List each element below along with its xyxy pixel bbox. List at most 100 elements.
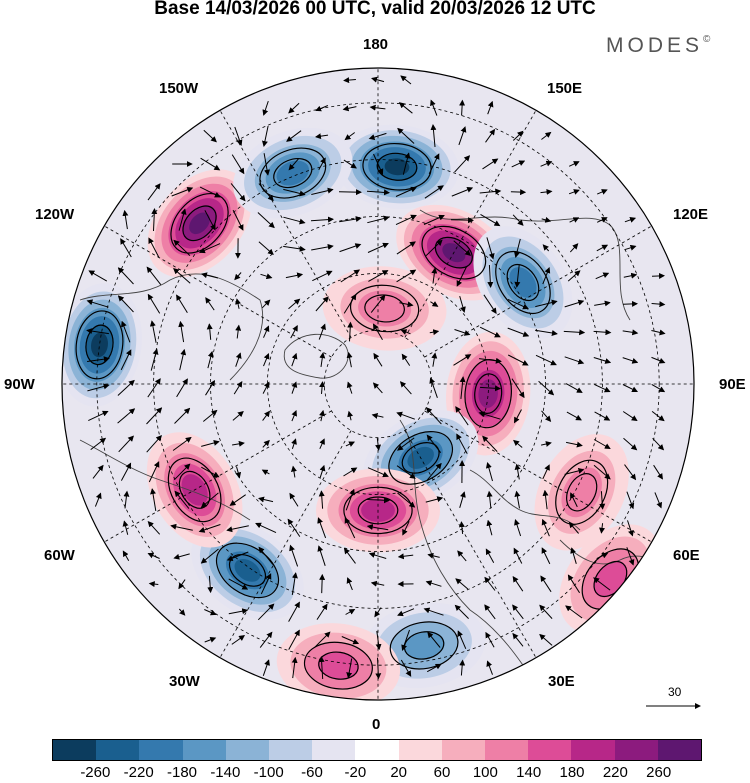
wind-arrow — [255, 522, 277, 534]
wind-arrow — [507, 298, 529, 310]
wind-arrow — [233, 381, 243, 395]
wind-arrow — [205, 297, 215, 311]
map-title: Base 14/03/2026 00 UTC, valid 20/03/2026… — [154, 0, 596, 19]
wind-arrow — [226, 551, 249, 561]
wind-arrow — [478, 411, 501, 420]
anomaly-shading — [189, 212, 210, 235]
wind-arrow — [507, 354, 529, 366]
wind-arrow — [651, 272, 665, 279]
meridian — [219, 430, 352, 658]
wind-arrow — [622, 357, 639, 364]
wind-arrow — [541, 131, 552, 140]
wind-arrow — [262, 659, 270, 676]
wind-arrow — [595, 272, 610, 280]
wind-arrow — [396, 465, 416, 479]
wind-arrow — [315, 296, 329, 312]
wind-arrow — [87, 356, 110, 363]
wind-arrow — [339, 216, 362, 223]
wind-arrow — [570, 492, 578, 508]
wind-arrow — [430, 99, 438, 116]
wind-arrow — [400, 329, 411, 335]
wind-arrow — [396, 269, 417, 283]
wind-arrow — [542, 266, 551, 285]
wind-arrow — [283, 216, 306, 225]
wind-arrow — [258, 241, 274, 255]
anomaly-contour — [273, 157, 313, 189]
wind-arrow — [318, 656, 325, 680]
wind-arrow — [232, 440, 245, 447]
wind-arrow — [479, 357, 502, 364]
wind-arrow — [343, 77, 356, 84]
wind-arrow — [201, 440, 220, 447]
wind-arrow — [599, 491, 606, 510]
wind-arrow — [564, 299, 585, 308]
wind-arrow — [624, 244, 637, 251]
wind-arrow — [147, 552, 160, 559]
colorbar-segment — [614, 740, 658, 760]
wind-arrow — [346, 381, 353, 394]
wind-arrow — [479, 188, 502, 195]
wind-arrow — [652, 437, 665, 451]
wind-arrow — [622, 411, 638, 422]
wind-arrow — [423, 607, 444, 616]
wind-arrow — [511, 378, 525, 399]
wind-arrow — [198, 243, 221, 254]
meridian — [404, 110, 537, 338]
wind-arrow — [176, 294, 188, 314]
wind-arrow — [319, 409, 325, 422]
wind-arrow — [291, 656, 298, 679]
wind-arrow — [283, 245, 306, 252]
wind-arrow — [457, 550, 467, 562]
map-boundary — [61, 67, 695, 701]
wind-arrow — [651, 329, 666, 336]
colorbar-segment — [53, 740, 97, 760]
wind-arrow — [426, 462, 442, 481]
wind-arrow — [366, 524, 389, 531]
wind-arrow — [596, 244, 609, 252]
wind-arrow — [456, 265, 468, 287]
wind-arrow — [486, 519, 493, 536]
lon-label-180: 180 — [363, 36, 389, 53]
meridian — [219, 110, 352, 338]
wind-arrow — [263, 325, 270, 338]
anomaly-shading — [276, 160, 310, 186]
wind-arrow — [486, 490, 493, 509]
wind-arrow — [343, 293, 357, 314]
colorbar-tick-label: -140 — [210, 764, 241, 781]
wind-arrow — [513, 547, 523, 564]
wind-arrow — [451, 186, 474, 197]
wind-arrow — [319, 381, 326, 394]
wind-arrow — [512, 130, 524, 141]
wind-arrow — [431, 352, 438, 367]
wind-arrow — [289, 492, 299, 507]
wind-arrow — [540, 188, 553, 195]
wind-arrow — [200, 548, 219, 564]
colorbar-segment — [571, 740, 615, 760]
wind-arrow — [319, 573, 326, 594]
wind-arrow — [396, 437, 415, 451]
wind-arrow — [179, 348, 187, 371]
wind-arrow — [568, 161, 580, 167]
wind-arrow — [651, 301, 666, 308]
graticule — [62, 68, 694, 700]
wind-arrow — [487, 100, 494, 115]
wind-arrow — [173, 463, 191, 481]
wind-arrow — [375, 657, 382, 680]
wind-arrow — [319, 464, 326, 479]
wind-arrow — [368, 552, 387, 559]
wind-arrow — [622, 300, 638, 307]
lon-label-150e: 150E — [547, 80, 583, 97]
wind-arrow — [624, 464, 637, 481]
wind-arrow — [121, 320, 131, 343]
wind-arrow — [541, 410, 552, 422]
wind-arrow — [147, 520, 161, 535]
wind-arrow — [627, 520, 634, 537]
wind-arrow — [567, 574, 581, 594]
colorbar-tick-label: -20 — [344, 764, 367, 781]
wind-arrow — [86, 328, 109, 335]
anomaly-shading — [384, 158, 410, 176]
scandinavia-coast — [469, 469, 581, 531]
wind-arrow — [430, 124, 437, 148]
anomaly-contour — [75, 310, 124, 380]
wind-arrow — [454, 329, 471, 336]
